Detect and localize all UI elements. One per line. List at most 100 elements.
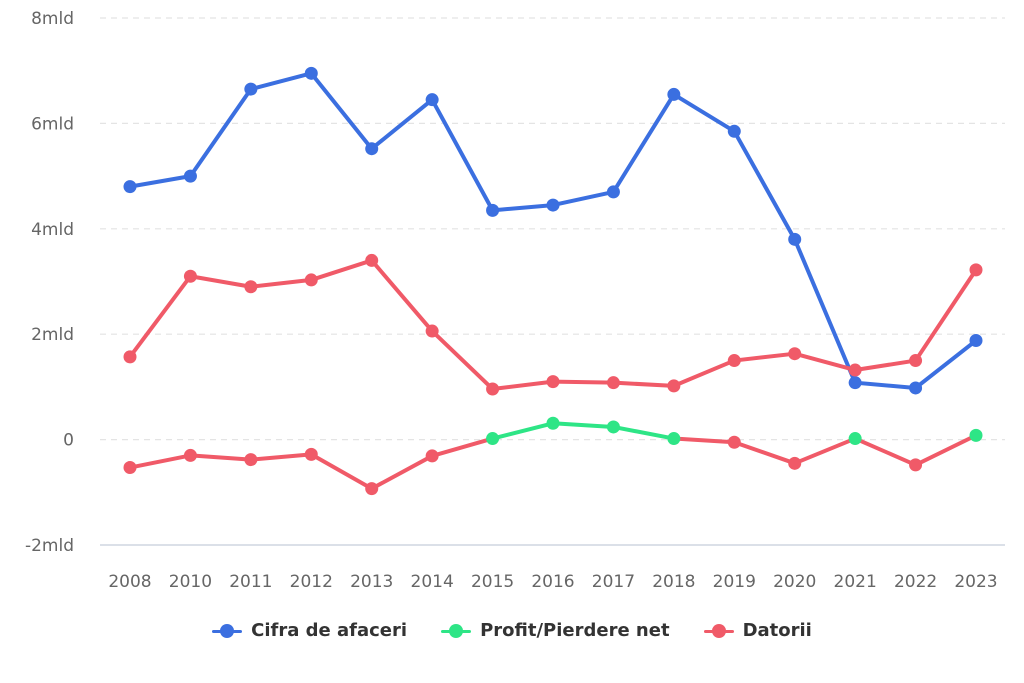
data-point [304,273,318,287]
legend-item[interactable]: Profit/Pierdere net [441,620,670,641]
data-point [365,142,379,156]
legend-marker-icon [441,623,472,638]
series-segment [913,433,978,467]
y-tick-label: 0 [63,431,74,451]
legend-label: Cifra de afaceri [251,620,408,641]
data-point [606,185,620,199]
data-point [244,280,258,294]
data-point [667,87,681,101]
series-segment [611,424,676,441]
x-tick-label: 2012 [290,572,333,592]
data-point [365,253,379,267]
data-point [848,363,862,377]
series-segment [853,358,918,373]
legend-label: Datorii [742,620,812,641]
data-point [183,169,197,183]
data-point [546,375,560,389]
series-datorii [123,253,983,396]
series-segment [853,380,918,390]
data-point [909,354,923,368]
series-segment [853,436,918,467]
series-segment [792,436,858,466]
data-point [969,334,983,348]
data-point [546,198,560,212]
x-tick-label: 2008 [108,572,151,592]
data-point [365,482,379,496]
legend-marker-icon [212,623,243,638]
data-point [606,420,620,434]
data-point [848,432,862,446]
x-tick-label: 2023 [954,572,997,592]
data-point [606,376,620,390]
chart-legend: Cifra de afaceri Profit/Pierdere net Dator… [0,620,1024,641]
data-point [788,232,802,246]
series-segment [309,71,374,151]
x-tick-label: 2014 [411,572,454,592]
data-point [969,428,983,442]
series-segment [732,351,797,363]
x-tick-label: 2011 [229,572,272,592]
series-segment [611,92,676,194]
series-segment [551,421,616,429]
data-point [727,435,741,449]
gridlines [100,17,1005,546]
legend-item[interactable]: Cifra de afaceri [212,620,407,641]
data-point [304,447,318,461]
series-segment [671,92,737,134]
data-point [486,203,500,217]
x-tick-label: 2019 [713,572,756,592]
data-point [304,66,318,80]
series-segment [490,421,555,441]
data-point [848,376,862,390]
y-tick-label: -2mld [25,536,74,556]
series-segment [309,258,374,282]
x-tick-label: 2022 [894,572,937,592]
series-segment [430,97,495,213]
data-point [123,350,137,364]
series-segment [248,71,314,92]
data-point [667,432,681,446]
series-segment [671,358,737,388]
y-tick-label: 4mld [31,220,74,240]
series-segment [551,189,616,208]
series-segment [551,379,616,385]
data-point [183,269,197,283]
legend-marker-icon [703,623,734,638]
data-point [425,449,439,463]
series-segment [188,453,253,462]
series-segment [430,329,495,392]
legend-item[interactable]: Datorii [703,620,812,641]
data-point [425,93,439,107]
data-point [244,82,258,96]
series-segment [248,452,314,462]
series-segment [792,351,858,373]
data-point [667,379,681,393]
series-segment [732,440,797,466]
series-segment [128,174,193,189]
series-segment [128,453,193,470]
x-tick-label: 2016 [531,572,574,592]
series-segment [611,380,676,388]
series-segment [732,129,797,242]
x-tick-label: 2018 [652,572,695,592]
data-point [123,180,137,194]
data-point [486,382,500,396]
data-point [909,458,923,472]
series-cifra-de-afaceri [123,66,983,395]
series-segment [913,338,978,390]
data-point [546,416,560,430]
series-segment [309,452,374,491]
series-profit-pierdere-net [123,416,983,496]
y-axis-tick-labels: -2mld 0 2mld 4mld 6mld 8mld [25,9,74,556]
y-tick-label: 2mld [31,325,74,345]
series-segment [369,258,435,334]
series-segment [490,379,555,392]
data-point [788,347,802,361]
x-tick-label: 2021 [834,572,877,592]
x-axis-tick-labels: 2008 2010 2011 2012 2013 2014 2015 2016 2017 2018… [108,572,997,592]
series-lines [123,66,983,496]
data-point [909,381,923,395]
series-segment [430,436,495,458]
series-segment [792,237,858,385]
